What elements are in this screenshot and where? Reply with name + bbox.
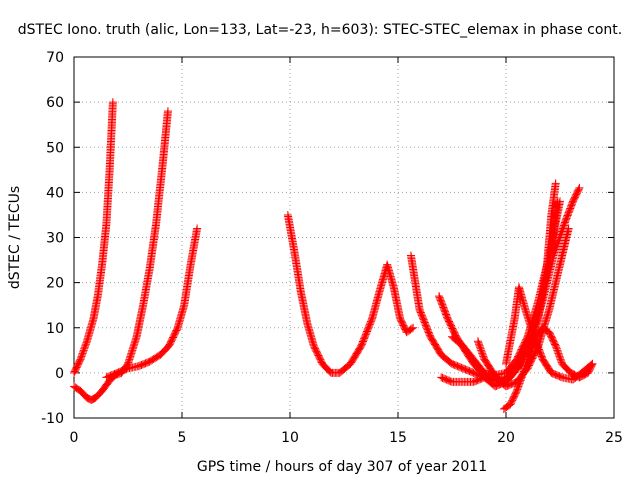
x-tick-label: 10 [281,430,299,446]
data-series [70,98,597,413]
x-tick-label: 5 [178,430,187,446]
x-tick-label: 0 [70,430,79,446]
x-tick-label: 20 [497,430,515,446]
y-tick-label: -10 [41,411,64,427]
y-ticks: -10 0 10 20 30 40 50 60 70 [41,50,614,427]
y-tick-label: 40 [46,185,64,201]
x-axis-label: GPS time / hours of day 307 of year 2011 [197,459,487,475]
data-point [193,224,202,233]
series-arc-3 [102,224,202,382]
data-point [587,360,596,369]
x-ticks: 0 5 10 15 20 25 [70,57,623,446]
data-point [163,107,172,116]
y-tick-label: 70 [46,50,64,66]
y-tick-label: 0 [55,366,64,382]
series-arc-11 [502,283,597,384]
y-tick-label: 30 [46,231,64,247]
data-point [407,324,416,333]
data-point [574,185,583,194]
data-point [556,197,564,206]
y-tick-label: 60 [46,95,64,111]
data-point [575,183,584,192]
data-point [588,359,597,368]
series-arc-2 [70,107,172,404]
y-axis-label: dSTEC / TECUs [7,186,23,289]
chart-title: dSTEC Iono. truth (alic, Lon=133, Lat=-2… [18,22,622,38]
data-point [87,395,96,404]
x-tick-label: 15 [389,430,407,446]
series-arc-1 [70,98,117,377]
series-arc-10 [473,183,584,386]
series-arc-4 [283,210,418,377]
data-point [108,98,117,107]
y-tick-label: 50 [46,140,64,156]
data-point [82,393,91,402]
x-tick-label: 25 [605,430,623,446]
y-tick-label: 10 [46,321,64,337]
data-point [409,323,418,332]
y-tick-label: 20 [46,276,64,292]
data-point [88,395,97,404]
data-point [551,179,560,188]
